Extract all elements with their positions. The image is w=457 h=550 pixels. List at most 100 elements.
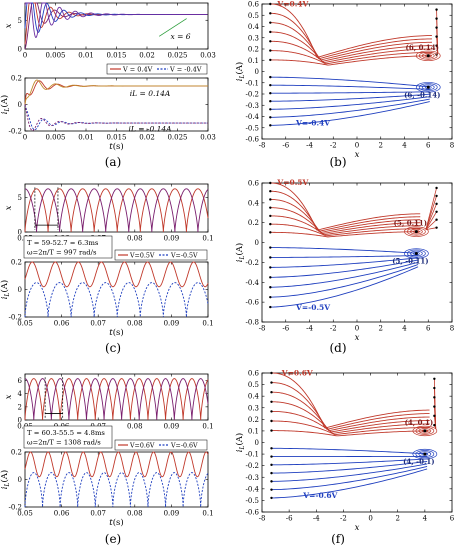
x-tick-label: 0 [23, 52, 27, 60]
equilibrium-spiral [418, 83, 438, 92]
series-label-neg: V=-0.4V [295, 119, 330, 128]
start-point [435, 26, 438, 29]
series-label-neg: V=-0.6V [302, 491, 337, 500]
y-tick-label: 0.1 [248, 57, 259, 65]
equilibrium-label: (5, -0.11) [392, 256, 428, 265]
start-point [435, 194, 438, 198]
start-point [269, 190, 272, 193]
y-tick-label: 0.5 [248, 12, 259, 20]
equilibrium-point [426, 54, 430, 58]
y-tick-label: 0.4 [248, 199, 260, 207]
chart-d: -8 -6 -4 -2 0 2 4 6 8 -0.8 -0.6 -0.4 -0.2 0 0.2 0.4 0.6 x… [234, 178, 454, 343]
trajectory-lower [270, 84, 430, 90]
x-tick-label: 0.01 [78, 134, 94, 142]
trajectory-upper [433, 415, 437, 429]
equilibrium-spiral [415, 82, 441, 93]
x-tick-label: 4 [402, 142, 407, 150]
start-point [269, 30, 272, 34]
start-point [270, 455, 273, 458]
y-tick-label: 0 [18, 286, 22, 294]
y-axis-label: x [4, 205, 14, 210]
x-tick-label: 0.09 [164, 423, 180, 431]
equilibrium-label: (5, 0.11) [394, 219, 427, 228]
start-point [435, 17, 438, 20]
start-point [269, 116, 272, 119]
annotation-box: T = 60.3-55.5 = 4.8ms ω=2π/T = 1308 rad/s [23, 425, 113, 449]
equilibrium-spiral [407, 227, 426, 236]
x-tick-label: -6 [286, 515, 293, 523]
y-axis-label-sub: L [239, 446, 246, 451]
equilibrium-spiral [404, 248, 429, 259]
y-axis-label: iL(A) [0, 470, 11, 489]
start-point [433, 405, 436, 408]
start-point [435, 202, 438, 206]
start-point [269, 124, 272, 127]
y-tick-label: 6 [18, 377, 23, 385]
y-tick-label: 0.6 [248, 370, 260, 378]
x-tick-label: 0.07 [90, 510, 106, 518]
y-tick-label: -0.3 [246, 102, 260, 110]
series-line [24, 261, 209, 288]
annotation-period: T = 60.3-55.5 = 4.8ms [27, 429, 105, 437]
legend: V=0.5V V=-0.5V [114, 249, 208, 261]
y-tick-label: -0.2 [9, 314, 23, 322]
series-line [24, 104, 208, 131]
trajectory-lower [271, 463, 428, 482]
series-line [24, 378, 209, 421]
series-line [24, 79, 208, 105]
y-tick-label: -0.3 [246, 474, 260, 482]
start-point [269, 49, 272, 52]
x-axis-label-var: t [109, 518, 113, 528]
start-point [433, 386, 436, 390]
start-point [269, 214, 272, 218]
y-tick-label: -0.4 [246, 113, 260, 121]
y-tick-label: 0 [18, 229, 22, 237]
start-point [270, 463, 273, 467]
trajectory-upper [425, 219, 437, 230]
panel-label-a: (a) [105, 155, 122, 169]
start-point [269, 40, 272, 43]
y-axis-label: iL(A) [234, 62, 246, 81]
trajectory-lower [270, 261, 419, 288]
start-point [269, 100, 272, 103]
series-line [24, 188, 209, 233]
equilibrium-spiral [404, 226, 429, 237]
x-tick-label: 0 [23, 134, 27, 142]
y-axis-label: iL(A) [0, 280, 11, 299]
y-tick-label: 0.3 [248, 34, 259, 42]
annotation-period: T = 59-52.7 = 6.3ms [27, 239, 99, 247]
x-tick-label: -8 [259, 515, 266, 523]
legend-label: V = 0.4V [122, 66, 153, 74]
x-axis-label: x [355, 333, 360, 343]
trajectory-upper [425, 211, 437, 230]
y-tick-label: 0 [255, 239, 259, 247]
y-tick-label: 0.2 [248, 219, 259, 227]
start-point [269, 222, 272, 226]
start-point [433, 423, 436, 427]
y-tick-label: 0 [18, 417, 22, 425]
series-line [24, 2, 208, 39]
start-point [435, 8, 438, 11]
x-tick-label: 0.1 [202, 235, 213, 243]
start-point [269, 58, 272, 62]
y-axis-label-var: i [0, 296, 10, 299]
x-tick-label: 0.08 [127, 320, 143, 328]
start-point [435, 218, 438, 221]
x-tick-label: 8 [450, 325, 454, 333]
x-tick-label: -8 [259, 142, 266, 150]
x-axis-label: x [355, 523, 360, 533]
trajectory-lower [271, 458, 428, 466]
trajectory-upper [270, 223, 421, 237]
chart-a-top: 0 0.005 0.01 0.015 0.02 0.025 0.03 0 5x x = 6 [4, 2, 216, 60]
y-tick-label: 0.2 [11, 449, 22, 457]
equilibrium-point [426, 85, 430, 89]
equilibrium-spiral [421, 52, 435, 59]
start-point [435, 186, 438, 190]
trajectory-lower [270, 255, 419, 258]
y-tick-label: -0.2 [246, 462, 260, 470]
x-tick-label: 8 [450, 142, 454, 150]
y-tick-label: 5 [18, 194, 22, 202]
y-axis-label-unit: (A) [0, 470, 10, 483]
